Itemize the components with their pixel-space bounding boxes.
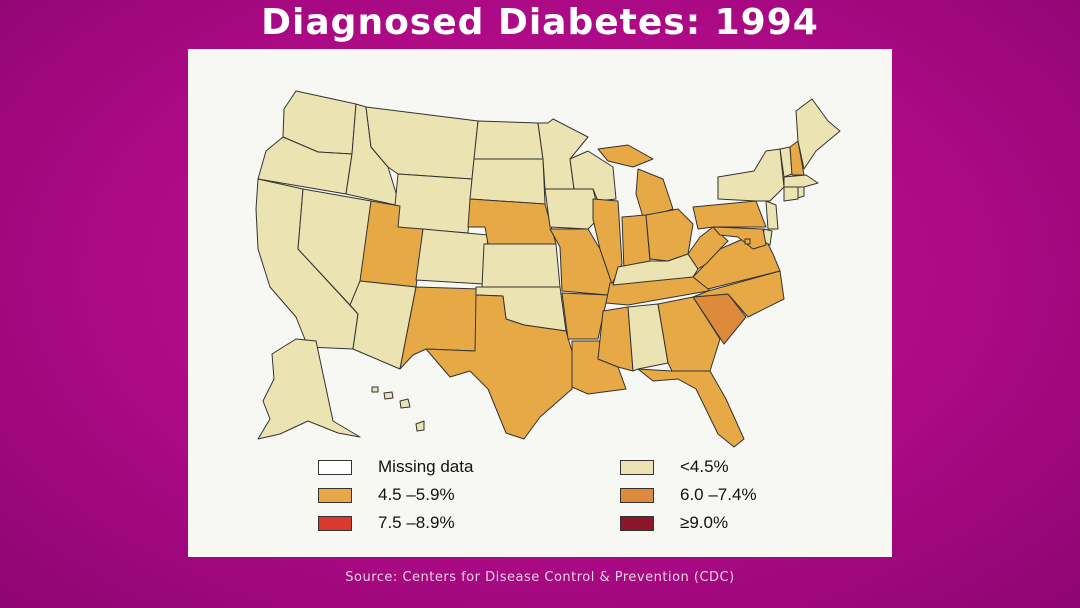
state-FL (637, 368, 745, 448)
legend-item-4-5-5-9: 4.5 –5.9% (318, 485, 455, 505)
map-legend: Missing data <4.5% 4.5 –5.9% 6.0 –7.4% 7… (318, 457, 778, 541)
state-TX (425, 294, 577, 440)
state-KS (481, 243, 561, 288)
state-ME (795, 98, 841, 170)
legend-item-6-0-7-4: 6.0 –7.4% (620, 485, 757, 505)
state-AL (627, 303, 669, 372)
state-NJ (765, 200, 779, 230)
state-MS (597, 306, 634, 372)
state-AK (257, 338, 361, 440)
state-MI-UP (597, 144, 654, 168)
state-HI-3 (383, 391, 394, 400)
legend-item-lt-4-5: <4.5% (620, 457, 729, 477)
legend-swatch (318, 487, 352, 503)
state-NY (717, 148, 785, 202)
legend-label: Missing data (378, 457, 474, 476)
legend-label: ≥9.0% (680, 513, 729, 532)
legend-label: 7.5 –8.9% (378, 513, 455, 532)
legend-swatch (620, 459, 654, 475)
legend-item-gte-9-0: ≥9.0% (620, 513, 728, 533)
state-CO (415, 228, 489, 285)
state-WY (392, 173, 473, 234)
source-caption: Source: Centers for Disease Control & Pr… (345, 570, 735, 585)
legend-swatch (318, 515, 352, 531)
state-CT (783, 186, 799, 202)
us-map (255, 90, 841, 448)
state-PA (692, 200, 767, 230)
state-HI-4 (371, 386, 379, 393)
state-HI-2 (399, 398, 411, 409)
state-ND (473, 120, 544, 160)
state-MA (783, 174, 819, 188)
legend-label: 4.5 –5.9% (378, 485, 455, 504)
map-panel: Missing data <4.5% 4.5 –5.9% 6.0 –7.4% 7… (188, 49, 892, 557)
state-RI (797, 186, 805, 199)
state-MI (635, 168, 674, 218)
legend-item-missing: Missing data (318, 457, 473, 477)
legend-label: <4.5% (680, 457, 729, 476)
legend-label: 6.0 –7.4% (680, 485, 757, 504)
legend-swatch (318, 459, 352, 475)
state-MD (712, 226, 767, 250)
state-AR (561, 292, 609, 340)
legend-item-7-5-8-9: 7.5 –8.9% (318, 513, 455, 533)
state-WV (687, 226, 729, 270)
state-OH (645, 208, 694, 262)
state-HI (415, 420, 425, 432)
state-IA (544, 188, 601, 230)
legend-swatch (620, 487, 654, 503)
state-DC (744, 238, 751, 245)
legend-swatch (620, 515, 654, 531)
state-SD (469, 158, 546, 205)
page-title: Diagnosed Diabetes: 1994 (261, 2, 819, 43)
